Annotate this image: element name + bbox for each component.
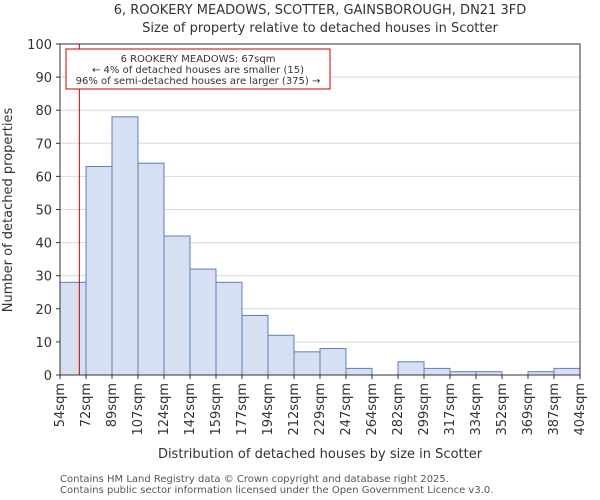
x-tick-label: 334sqm: [469, 383, 484, 436]
chart-subtitle: Size of property relative to detached ho…: [142, 21, 498, 36]
annotation-line-3: 96% of semi-detached houses are larger (…: [76, 76, 321, 87]
x-tick-label: 229sqm: [313, 383, 328, 436]
bar: [293, 351, 321, 376]
bar: [189, 268, 217, 376]
bar: [85, 165, 113, 376]
x-tick-label: 177sqm: [235, 383, 250, 436]
x-tick-label: 194sqm: [261, 383, 276, 436]
y-tick-label: 80: [35, 104, 52, 119]
y-tick-label: 0: [44, 369, 52, 384]
bar: [111, 116, 139, 376]
bar: [423, 367, 451, 376]
x-tick-label: 317sqm: [443, 383, 458, 436]
x-tick-label: 387sqm: [547, 383, 562, 436]
y-tick-label: 70: [35, 137, 52, 152]
chart-title: 6, ROOKERY MEADOWS, SCOTTER, GAINSBOROUG…: [114, 3, 526, 18]
y-tick-label: 100: [27, 38, 52, 53]
annotation-box: 6 ROOKERY MEADOWS: 67sqm ← 4% of detache…: [65, 48, 331, 90]
x-tick-label: 72sqm: [79, 383, 94, 427]
x-tick-label: 282sqm: [391, 383, 406, 436]
y-axis-ticks: 0 10 20 30 40 50 60 70 80 90 100: [27, 38, 60, 384]
x-tick-label: 247sqm: [339, 383, 354, 436]
y-tick-label: 90: [35, 71, 52, 86]
y-tick-label: 60: [35, 170, 52, 185]
bar: [241, 314, 269, 376]
y-tick-label: 40: [35, 237, 52, 252]
bar: [319, 348, 347, 376]
bar: [215, 281, 243, 376]
x-tick-label: 159sqm: [209, 383, 224, 436]
y-tick-label: 10: [35, 336, 52, 351]
bar: [137, 162, 165, 376]
x-tick-label: 299sqm: [417, 383, 432, 436]
footer-copyright: Contains HM Land Registry data © Crown c…: [60, 474, 449, 485]
bar: [553, 367, 581, 376]
y-tick-label: 50: [35, 204, 52, 219]
x-tick-label: 404sqm: [573, 383, 588, 436]
annotation-line-1: 6 ROOKERY MEADOWS: 67sqm: [121, 54, 276, 65]
y-axis-label: Number of detached properties: [1, 108, 16, 313]
x-tick-label: 212sqm: [287, 383, 302, 436]
x-tick-label: 124sqm: [157, 383, 172, 436]
x-tick-label: 107sqm: [131, 383, 146, 436]
bar: [397, 361, 425, 376]
x-tick-label: 54sqm: [53, 383, 68, 427]
bar: [267, 334, 295, 376]
annotation-border: [65, 48, 331, 90]
x-tick-label: 264sqm: [365, 383, 380, 436]
y-tick-label: 30: [35, 270, 52, 285]
x-axis-label: Distribution of detached houses by size …: [158, 447, 483, 462]
bars: [59, 116, 581, 376]
x-tick-label: 352sqm: [495, 383, 510, 436]
annotation-line-2: ← 4% of detached houses are smaller (15): [92, 65, 304, 76]
x-axis-ticks: 54sqm 72sqm 89sqm 107sqm 124sqm 142sqm 159sqm 1…: [53, 375, 588, 436]
footer-licence: Contains public sector information licen…: [60, 485, 494, 496]
x-tick-label: 142sqm: [183, 383, 198, 436]
bar: [345, 367, 373, 376]
x-tick-label: 369sqm: [521, 383, 536, 436]
y-tick-label: 20: [35, 303, 52, 318]
bar: [59, 281, 87, 376]
bar: [163, 235, 191, 376]
x-tick-label: 89sqm: [105, 383, 120, 427]
